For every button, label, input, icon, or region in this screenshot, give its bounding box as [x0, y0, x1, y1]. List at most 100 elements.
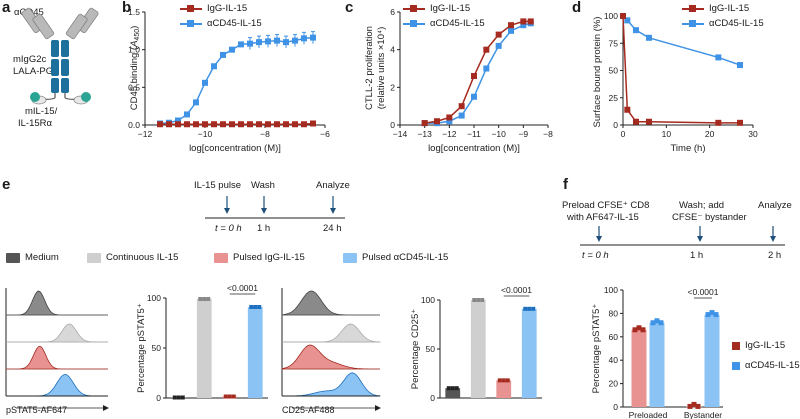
- x-tick-label: −12: [442, 129, 457, 139]
- f-event2-line1: Wash; add: [679, 200, 725, 211]
- y-tick-label: 60: [609, 332, 619, 342]
- data-point: [495, 31, 502, 38]
- histogram-curve: [6, 290, 108, 316]
- y-tick-label: 50: [609, 66, 619, 76]
- chart-b: −12 −10 −8 −6 0.0 0.5 1.0 1.5 log[concentration …: [128, 7, 330, 154]
- y-tick-label: 1.0: [128, 45, 140, 55]
- data-point: [202, 79, 208, 86]
- data-point: [166, 121, 172, 128]
- replicate-point: [705, 312, 711, 318]
- data-point: [274, 121, 280, 128]
- replicate-point: [476, 298, 481, 302]
- y-tick-label: 100: [604, 285, 618, 295]
- replicate-point: [687, 403, 693, 409]
- histogram-curve: [281, 344, 380, 370]
- data-point: [283, 121, 289, 128]
- data-point: [265, 121, 271, 128]
- fc-chain-left-2: [51, 59, 59, 76]
- e-time-0: t = 0 h: [215, 223, 242, 234]
- data-point: [184, 121, 190, 128]
- y-tick-label: 0: [613, 120, 618, 130]
- histogram-curve: [282, 372, 381, 397]
- il15-left: [30, 92, 40, 102]
- y-tick-label: 1.5: [128, 7, 140, 17]
- y-tick-label: 100: [421, 295, 435, 305]
- y-tick-label: 100: [147, 293, 161, 303]
- legend-b-acd45: αCD45-IL-15: [180, 18, 262, 29]
- data-point: [193, 121, 199, 128]
- data-point: [238, 41, 244, 48]
- e-event-analyze: Analyze: [316, 180, 350, 191]
- bar: [247, 307, 263, 398]
- antibody-schematic: [21, 7, 99, 105]
- fc-chain-right-1: [61, 40, 69, 57]
- legend-f-igg: IgG-IL-15: [732, 340, 785, 351]
- data-point: [202, 121, 208, 128]
- replicate-point: [531, 306, 536, 311]
- hist2-axis-label: CD25-AF488: [282, 405, 335, 415]
- replicate-point: [695, 403, 701, 409]
- fc-chain-right-2: [61, 59, 69, 76]
- replicate-point: [180, 395, 185, 400]
- significance-label: <0.0001: [688, 287, 719, 297]
- replicate-point: [691, 401, 697, 407]
- data-point: [646, 118, 652, 125]
- x-category-label: Bystander: [684, 410, 722, 419]
- y-axis-label: Surface bound protein (%): [592, 17, 603, 128]
- replicate-point: [257, 305, 262, 309]
- histogram-curve: [282, 323, 381, 343]
- data-point: [458, 103, 465, 110]
- x-axis-label: log[concentration (M)]: [428, 143, 520, 154]
- panel-label-e: e: [2, 176, 11, 193]
- data-point: [283, 39, 289, 46]
- data-point: [624, 17, 631, 24]
- y-axis-label: Percentage pSTAT5⁺: [591, 304, 602, 394]
- fc-chain-right-3: [61, 78, 69, 93]
- significance-label: <0.0001: [227, 283, 258, 293]
- data-point: [301, 121, 307, 128]
- data-point: [229, 121, 235, 128]
- data-point: [715, 119, 722, 126]
- data-point: [157, 121, 163, 128]
- replicate-point: [497, 378, 502, 383]
- x-tick-label: −14: [393, 129, 408, 139]
- f-time-1: 1 h: [690, 250, 704, 261]
- data-point: [434, 118, 440, 125]
- y-tick-label: 75: [609, 38, 619, 48]
- x-tick-label: −8: [260, 129, 270, 139]
- x-tick-label: −12: [138, 129, 153, 139]
- y-tick-label: 0: [430, 393, 435, 403]
- data-point: [624, 106, 631, 113]
- y-tick-label: 80: [609, 308, 619, 318]
- hist1-axis-label: pSTAT5-AF647: [6, 405, 68, 415]
- legend-b-igg: IgG-IL-15: [180, 3, 247, 14]
- data-point: [508, 22, 514, 29]
- replicate-point: [709, 310, 715, 316]
- series-line: [424, 22, 531, 124]
- data-point: [446, 114, 453, 121]
- il15-right: [81, 92, 91, 102]
- data-point: [737, 62, 743, 69]
- replicate-point: [650, 320, 656, 326]
- x-tick-label: 30: [748, 129, 758, 139]
- f-time-0: t = 0 h: [582, 250, 609, 261]
- f-event2-line2: CFSE⁻ bystander: [672, 212, 747, 223]
- histogram-curve: [281, 290, 380, 316]
- timeline-arrow-head: [596, 236, 602, 242]
- legend-c-igg: IgG-IL-15: [403, 3, 470, 14]
- timeline-arrow-head: [224, 208, 230, 214]
- replicate-point: [446, 386, 451, 391]
- f-event1-line1: Preload CFSE⁺ CD8: [562, 200, 650, 211]
- legend-d-igg: IgG-IL-15: [682, 3, 749, 14]
- y-tick-label: 100: [604, 11, 618, 21]
- y-tick-label: 20: [609, 379, 619, 389]
- x-axis-label: Time (h): [670, 143, 705, 154]
- data-point: [310, 120, 316, 127]
- replicate-point: [450, 386, 455, 391]
- f-time-2: 2 h: [768, 250, 782, 261]
- cytokine-label-line1: mIL-15/: [25, 106, 58, 117]
- f-timeline: [580, 226, 785, 246]
- series-line: [160, 122, 314, 125]
